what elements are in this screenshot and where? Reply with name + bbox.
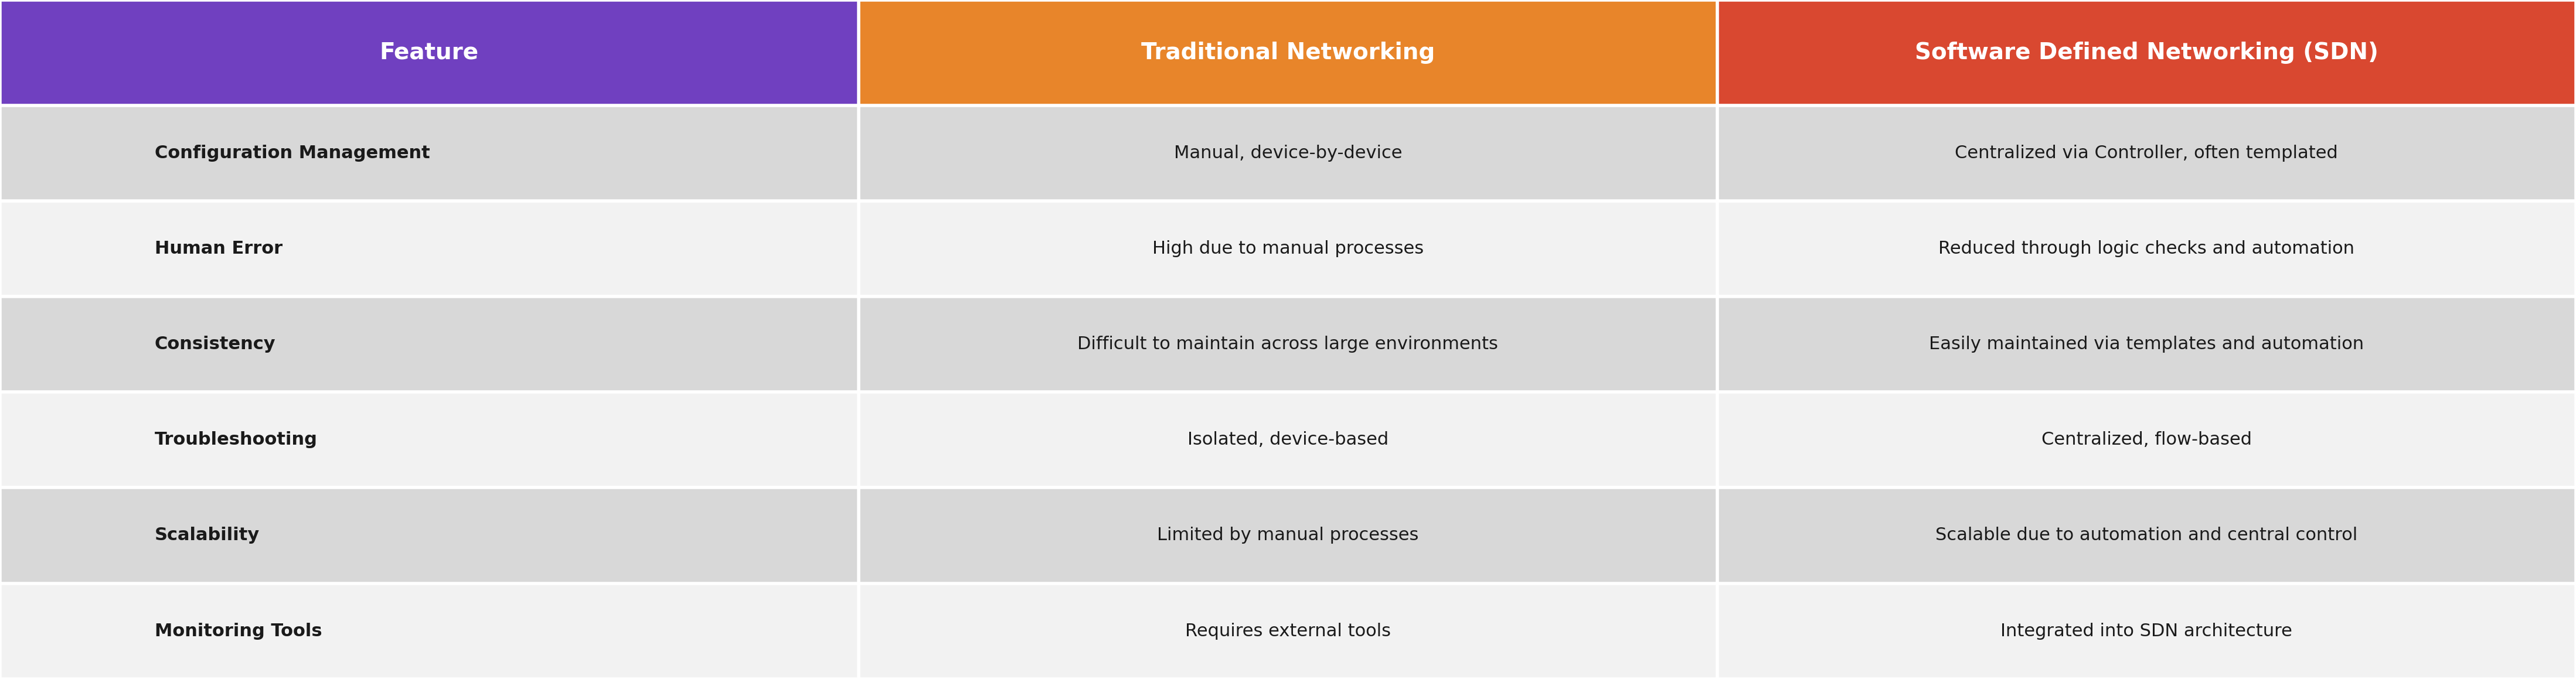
Bar: [0, 488, 858, 583]
Bar: [0, 201, 858, 297]
Bar: [0, 105, 858, 201]
Bar: [0, 392, 858, 488]
Bar: [858, 0, 1718, 105]
Bar: [1718, 0, 2576, 105]
Bar: [1718, 392, 2576, 488]
Text: Reduced through logic checks and automation: Reduced through logic checks and automat…: [1940, 240, 2354, 257]
Text: Manual, device-by-device: Manual, device-by-device: [1175, 145, 1401, 162]
Text: Centralized via Controller, often templated: Centralized via Controller, often templa…: [1955, 145, 2339, 162]
Text: Troubleshooting: Troubleshooting: [155, 431, 317, 448]
Bar: [1718, 488, 2576, 583]
Text: Configuration Management: Configuration Management: [155, 145, 430, 162]
Bar: [1718, 583, 2576, 679]
Text: Limited by manual processes: Limited by manual processes: [1157, 527, 1419, 544]
Text: Requires external tools: Requires external tools: [1185, 623, 1391, 640]
Bar: [858, 105, 1718, 201]
Text: Software Defined Networking (SDN): Software Defined Networking (SDN): [1914, 41, 2378, 64]
Text: Easily maintained via templates and automation: Easily maintained via templates and auto…: [1929, 335, 2365, 353]
Text: High due to manual processes: High due to manual processes: [1151, 240, 1425, 257]
Text: Feature: Feature: [379, 41, 479, 64]
Text: Human Error: Human Error: [155, 240, 283, 257]
Bar: [858, 297, 1718, 392]
Bar: [0, 583, 858, 679]
Text: Monitoring Tools: Monitoring Tools: [155, 623, 322, 640]
Bar: [858, 392, 1718, 488]
Bar: [858, 488, 1718, 583]
Text: Integrated into SDN architecture: Integrated into SDN architecture: [2002, 623, 2293, 640]
Bar: [858, 583, 1718, 679]
Text: Consistency: Consistency: [155, 335, 276, 353]
Text: Scalability: Scalability: [155, 527, 260, 544]
Text: Difficult to maintain across large environments: Difficult to maintain across large envir…: [1077, 335, 1499, 353]
Text: Scalable due to automation and central control: Scalable due to automation and central c…: [1935, 527, 2357, 544]
Text: Traditional Networking: Traditional Networking: [1141, 41, 1435, 64]
Bar: [1718, 201, 2576, 297]
Text: Centralized, flow-based: Centralized, flow-based: [2040, 431, 2251, 448]
Bar: [858, 201, 1718, 297]
Bar: [1718, 297, 2576, 392]
Text: Isolated, device-based: Isolated, device-based: [1188, 431, 1388, 448]
Bar: [0, 297, 858, 392]
Bar: [1718, 105, 2576, 201]
Bar: [0, 0, 858, 105]
